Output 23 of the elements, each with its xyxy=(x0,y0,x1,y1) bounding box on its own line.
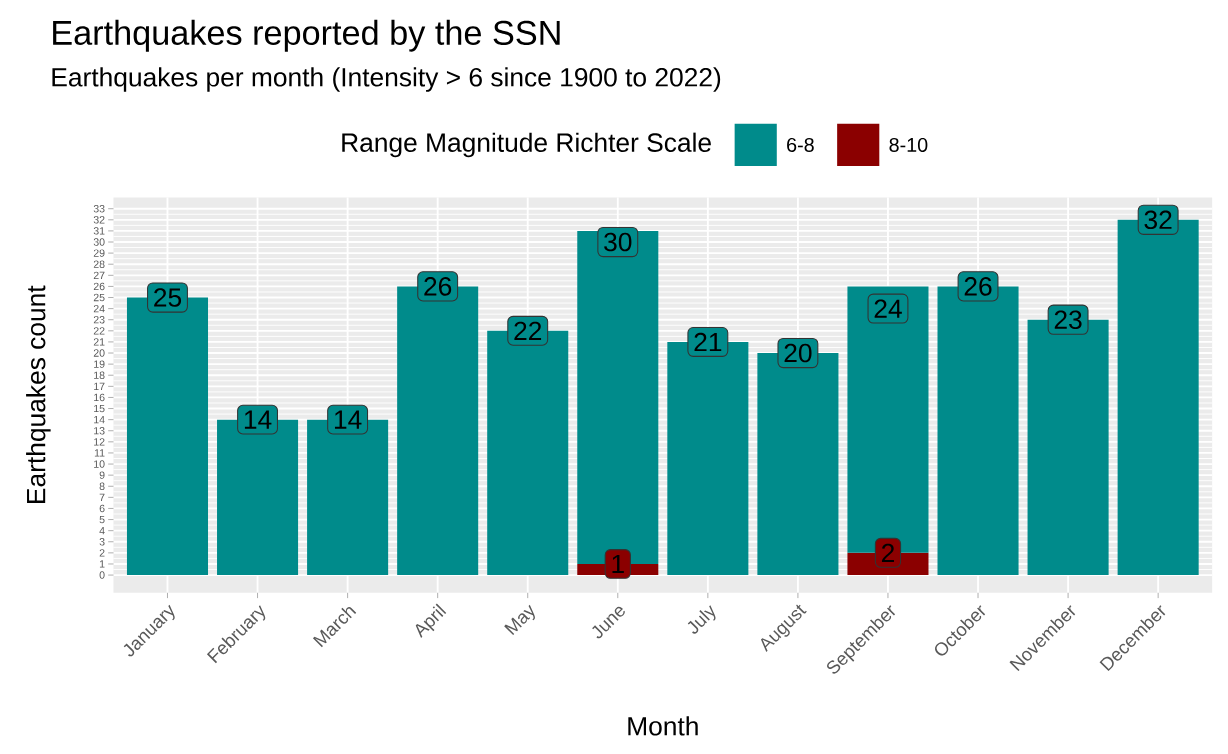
data-label: 32 xyxy=(1144,210,1172,229)
chart-title: Earthquakes reported by the SSN xyxy=(53,19,560,52)
data-label: 26 xyxy=(964,276,992,296)
data-label: 14 xyxy=(334,410,362,429)
chart-subtitle: Earthquakes per month (Intensity > 6 since 1900 to 2022) xyxy=(52,66,721,92)
x-axis-title: Month xyxy=(628,715,698,736)
legend-label: 6-8 xyxy=(787,137,814,152)
data-label: 30 xyxy=(604,232,632,251)
data-label: 24 xyxy=(874,298,902,318)
legend-label: 8-10 xyxy=(889,137,928,152)
data-label: 14 xyxy=(244,410,272,429)
x-tick-label: July xyxy=(687,604,716,634)
data-label: 26 xyxy=(424,276,452,296)
legend-title: Range Magnitude Richter Scale xyxy=(342,132,711,157)
data-label: 2 xyxy=(881,543,894,562)
y-axis-title: Earthquakes count xyxy=(26,285,51,503)
data-label: 21 xyxy=(694,332,722,351)
data-label: 25 xyxy=(154,287,182,307)
data-label: 23 xyxy=(1054,309,1082,329)
data-label: 1 xyxy=(612,554,624,573)
data-label: 22 xyxy=(514,321,542,340)
data-label: 20 xyxy=(784,343,812,362)
x-tick-label: May xyxy=(504,604,535,635)
